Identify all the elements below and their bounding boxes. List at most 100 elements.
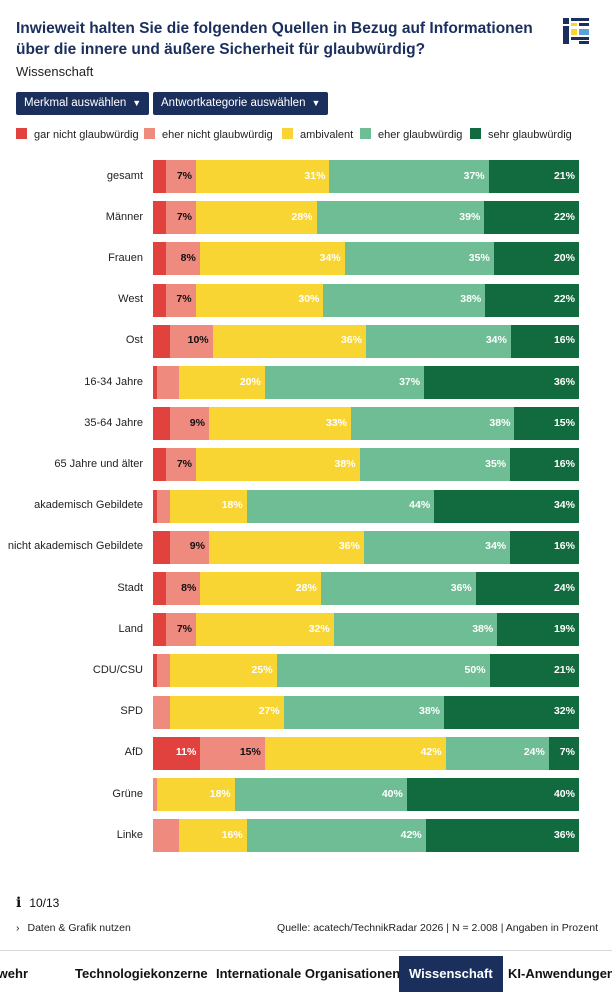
bar-segment bbox=[444, 695, 579, 729]
data-label: 36% bbox=[340, 334, 362, 347]
bar-segment bbox=[196, 201, 317, 235]
data-label: 7% bbox=[559, 746, 575, 759]
category-label: Linke bbox=[116, 828, 143, 841]
legend-swatch bbox=[360, 128, 371, 139]
bar-segment bbox=[359, 448, 511, 482]
category-label: 35-64 Jahre bbox=[84, 416, 143, 429]
data-label: 31% bbox=[304, 169, 326, 182]
data-label: 36% bbox=[338, 540, 360, 553]
bar-segment bbox=[212, 324, 366, 358]
bar-segment bbox=[153, 448, 166, 482]
bar-segment bbox=[153, 242, 166, 276]
stacked-bar-chart: gesamt 7% 31% 37% 21% Männer 7% 28% 39% 22% Frauen… bbox=[0, 150, 612, 870]
chart-subtitle: Wissenschaft bbox=[16, 64, 94, 79]
data-label: 7% bbox=[176, 622, 193, 635]
bar-segment bbox=[165, 572, 201, 605]
bar-segment bbox=[445, 736, 549, 770]
bar-segment bbox=[170, 324, 213, 358]
data-label: 20% bbox=[553, 251, 575, 264]
bar-segment bbox=[276, 654, 490, 688]
data-label: 21% bbox=[553, 663, 575, 676]
feature-select-dropdown[interactable]: Merkmal auswählen ▼ bbox=[16, 92, 150, 115]
legend-item-eher-nicht[interactable]: eher nicht glaubwürdig bbox=[144, 128, 273, 141]
bar-segment bbox=[246, 819, 426, 853]
bar-segment bbox=[323, 283, 486, 317]
bar-segment bbox=[199, 242, 345, 276]
bar-segment bbox=[475, 572, 579, 605]
data-label: 33% bbox=[325, 416, 347, 429]
legend-label: sehr glaubwürdig bbox=[488, 129, 572, 141]
data-label: 36% bbox=[553, 375, 575, 388]
data-label: 38% bbox=[334, 457, 356, 470]
bar-segment bbox=[157, 489, 171, 523]
tab-bundeswehr[interactable]: Bundeswehr bbox=[0, 966, 29, 981]
legend-item-gar-nicht[interactable]: gar nicht glaubwürdig bbox=[16, 128, 139, 141]
bar-segment bbox=[178, 819, 247, 853]
data-label: 11% bbox=[175, 746, 197, 759]
bar-segment bbox=[165, 613, 197, 647]
data-graphic-link[interactable]: › Daten & Grafik nutzen bbox=[16, 922, 131, 934]
legend-item-ambivalent[interactable]: ambivalent bbox=[282, 128, 353, 141]
category-label: West bbox=[118, 293, 143, 306]
category-label: Grüne bbox=[112, 787, 143, 800]
bar-segment bbox=[165, 448, 197, 482]
category-label: 16-34 Jahre bbox=[84, 375, 143, 388]
legend-item-sehr[interactable]: sehr glaubwürdig bbox=[470, 128, 572, 141]
legend-swatch bbox=[144, 128, 155, 139]
source-note: Quelle: acatech/TechnikRadar 2026 | N = … bbox=[277, 922, 598, 934]
data-label: 24% bbox=[553, 581, 575, 594]
bar-segment bbox=[195, 283, 324, 317]
info-icon[interactable]: i bbox=[16, 895, 22, 911]
legend-label: ambivalent bbox=[300, 129, 354, 141]
brand-logo-icon bbox=[561, 16, 591, 46]
chevron-down-icon: ▼ bbox=[311, 98, 321, 108]
tab-internationale-organisationen[interactable]: Internationale Organisationen bbox=[216, 966, 401, 981]
category-label: nicht akademisch Gebildete bbox=[7, 540, 143, 553]
data-label: 24% bbox=[523, 746, 545, 759]
tab-ki-anwendungen[interactable]: KI-Anwendungen bbox=[508, 966, 612, 981]
legend-item-eher[interactable]: eher glaubwürdig bbox=[360, 128, 462, 141]
page-number: 10/13 bbox=[29, 896, 60, 910]
data-label: 19% bbox=[553, 622, 575, 635]
tab-technologiekonzerne[interactable]: Technologiekonzerne bbox=[75, 966, 208, 981]
data-label: 8% bbox=[180, 251, 196, 264]
data-label: 30% bbox=[298, 293, 320, 306]
bar-segment bbox=[165, 160, 197, 193]
bar-segment bbox=[316, 201, 485, 235]
bar-segment bbox=[208, 530, 364, 564]
bar-segment bbox=[153, 736, 201, 770]
data-label: 42% bbox=[400, 828, 422, 841]
bar-segment bbox=[153, 819, 179, 853]
data-label: 34% bbox=[553, 499, 575, 512]
data-label: 35% bbox=[485, 457, 507, 470]
bar-segment bbox=[406, 778, 579, 811]
tab-wissenschaft[interactable]: Wissenschaft bbox=[399, 956, 503, 992]
legend-swatch bbox=[470, 128, 481, 139]
bar-segment bbox=[200, 736, 265, 770]
legend-label: gar nicht glaubwürdig bbox=[34, 129, 139, 141]
legend-label: eher nicht glaubwürdig bbox=[162, 129, 273, 141]
data-label: 40% bbox=[553, 787, 575, 800]
data-label: 7% bbox=[176, 293, 192, 306]
answer-category-dropdown[interactable]: Antwortkategorie auswählen ▼ bbox=[153, 92, 329, 115]
bar-segment bbox=[484, 201, 579, 235]
bar-segment bbox=[153, 778, 158, 811]
category-label: 65 Jahre und älter bbox=[54, 457, 143, 470]
answer-category-label: Antwortkategorie auswählen bbox=[161, 97, 306, 109]
data-label: 27% bbox=[258, 705, 280, 718]
data-label: 32% bbox=[553, 705, 575, 718]
bar-segment bbox=[497, 613, 579, 647]
legend-swatch bbox=[282, 128, 293, 139]
category-label: Stadt bbox=[117, 581, 143, 594]
category-label: Land bbox=[118, 622, 143, 635]
data-label: 32% bbox=[308, 622, 330, 635]
data-label: 9% bbox=[189, 540, 205, 553]
data-label: 7% bbox=[176, 210, 193, 223]
data-label: 42% bbox=[420, 746, 442, 759]
bar-segment bbox=[157, 366, 179, 399]
data-label: 22% bbox=[553, 210, 575, 223]
data-label: 37% bbox=[463, 169, 485, 182]
bar-segment bbox=[283, 695, 445, 729]
data-label: 37% bbox=[399, 375, 421, 388]
data-label: 18% bbox=[209, 787, 231, 800]
